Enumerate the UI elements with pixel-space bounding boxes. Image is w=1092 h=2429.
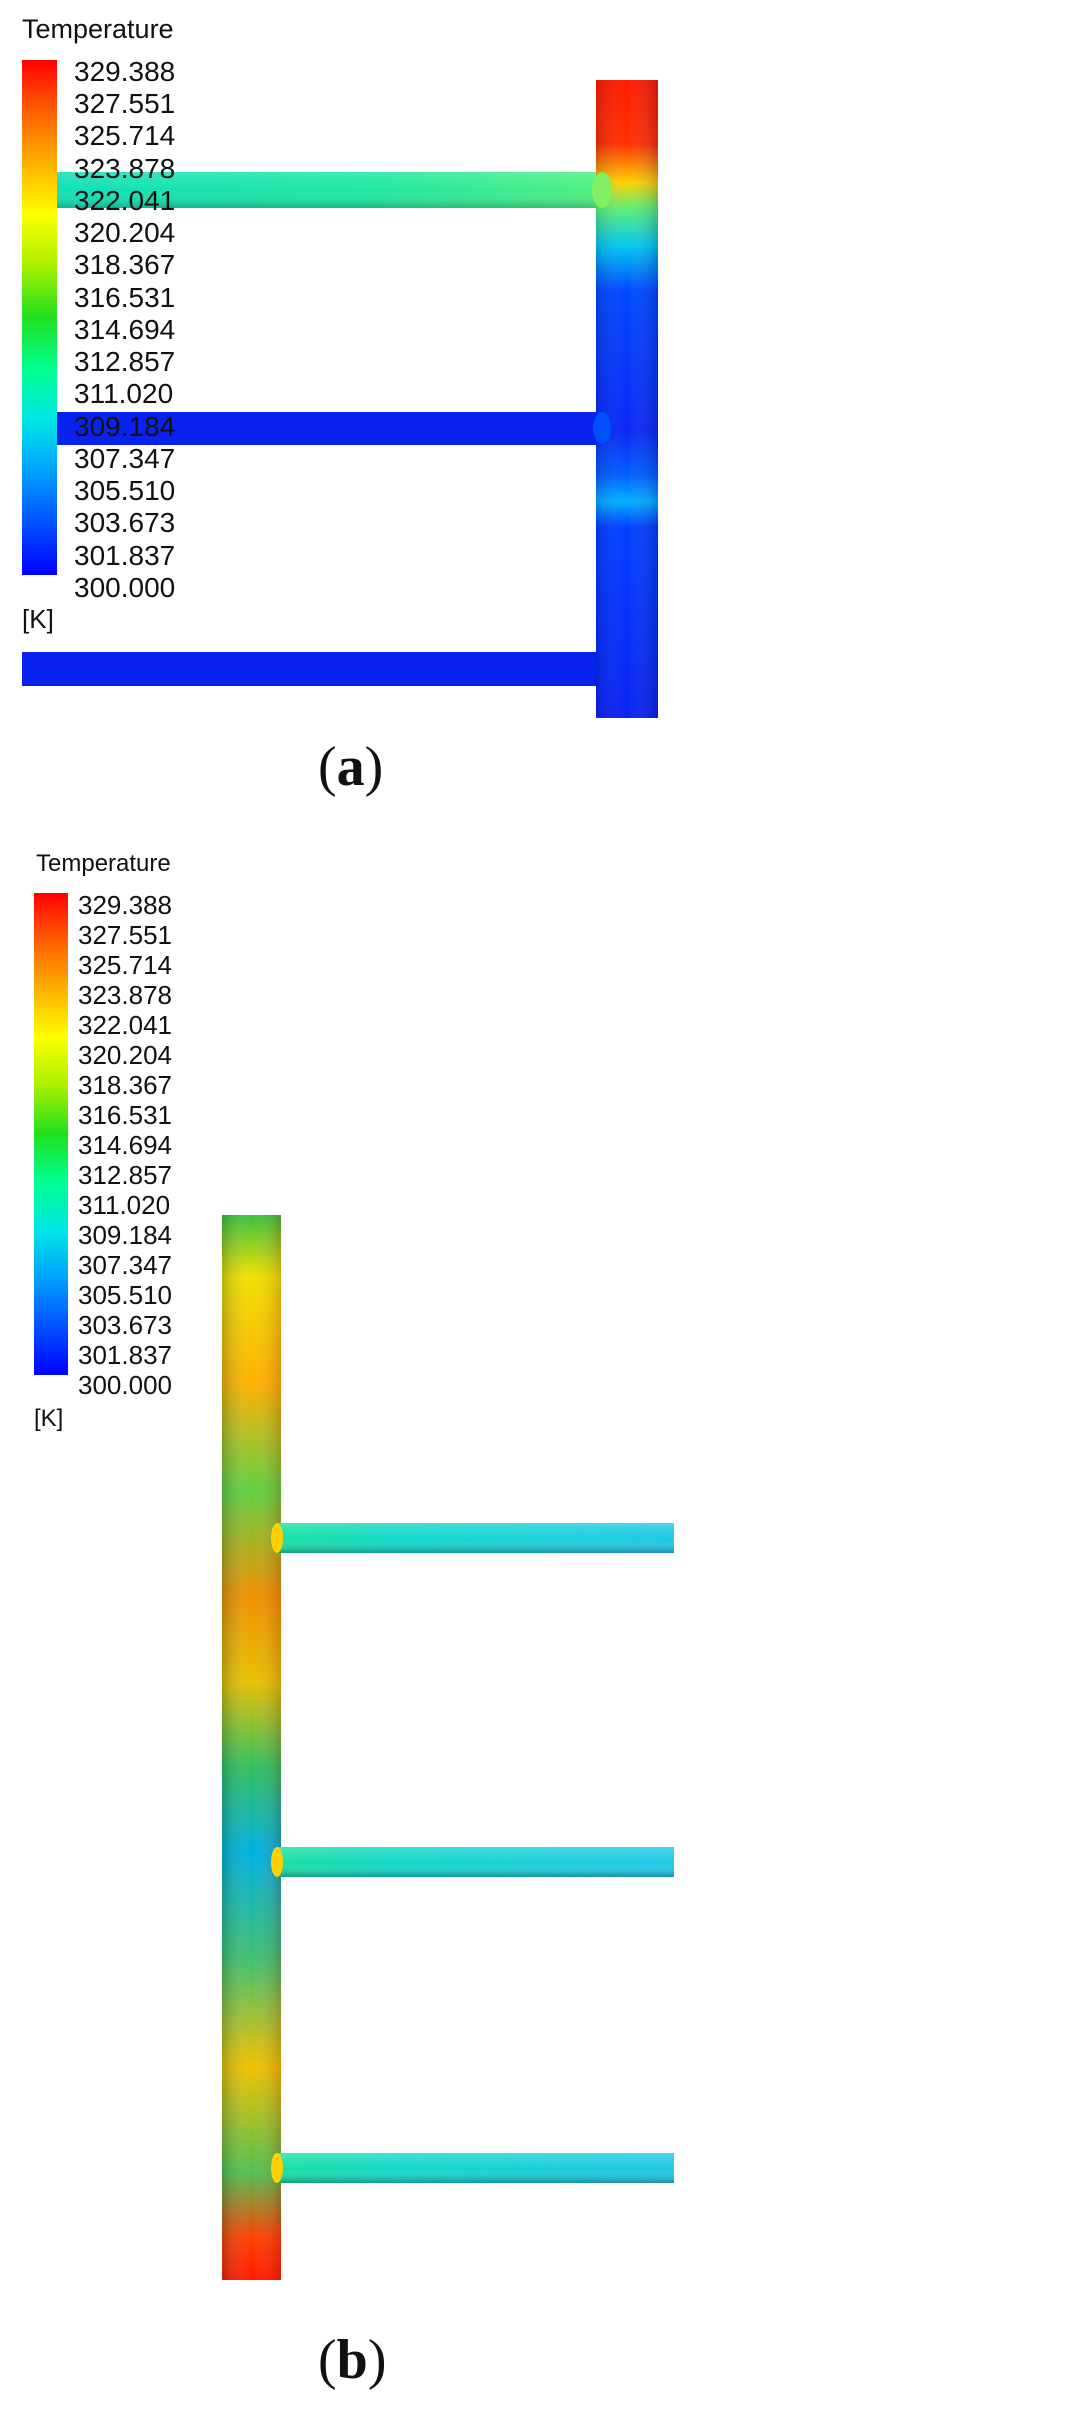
junction-top [271, 1523, 283, 1553]
junction-middle [271, 1847, 283, 1877]
branch-pipe-middle-shade [276, 1847, 674, 1877]
caption-letter: a [336, 736, 365, 798]
legend-tick-label: 314.694 [78, 1130, 172, 1160]
legend-tick-label: 301.837 [78, 1340, 172, 1370]
legend-unit: [K] [34, 1405, 64, 1432]
legend-tick-label: 300.000 [74, 572, 176, 603]
legend-tick-label: 318.367 [74, 249, 176, 280]
legend-tick-label: 316.531 [78, 1100, 172, 1130]
legend-tick-label: 311.020 [78, 1190, 171, 1220]
legend-tick-labels: 329.388 327.551 325.714 323.878 322.041 … [74, 56, 234, 602]
legend-tick-label: 323.878 [74, 153, 176, 184]
panel-a: Temperature 329.388 327.551 325.714 323.… [22, 14, 658, 799]
header-pipe-shade [222, 1215, 281, 2280]
legend-tick-label: 325.714 [74, 120, 176, 151]
legend-tick-label: 322.041 [74, 185, 176, 216]
legend-tick-label: 322.041 [78, 1010, 172, 1040]
legend-tick-label: 303.673 [74, 507, 176, 538]
panel-b-caption: (b) [318, 2328, 386, 2392]
legend-tick-label: 305.510 [78, 1280, 172, 1310]
legend-tick-label: 307.347 [78, 1250, 172, 1280]
legend-tick-label: 329.388 [74, 56, 176, 87]
caption-open-paren: ( [318, 2329, 337, 2391]
legend-tick-label: 323.878 [78, 980, 172, 1010]
legend-title: Temperature [22, 14, 174, 44]
junction-top [592, 172, 612, 208]
branch-pipe-bottom-shade [276, 2153, 674, 2183]
legend-tick-label: 311.020 [74, 378, 174, 409]
legend-tick-label: 320.204 [78, 1040, 172, 1070]
legend-tick-label: 312.857 [78, 1160, 172, 1190]
panel-b: Temperature 329.388 327.551 325.714 323.… [0, 850, 1092, 2429]
branch-pipe-top-shade [57, 172, 600, 208]
legend-tick-label: 307.347 [74, 443, 176, 474]
legend-tick-label: 318.367 [78, 1070, 172, 1100]
legend-color-bar [22, 60, 57, 575]
legend-tick-label: 300.000 [78, 1370, 172, 1400]
legend-title: Temperature [36, 850, 171, 877]
junction-bottom [271, 2153, 283, 2183]
legend-tick-label: 327.551 [74, 88, 176, 119]
caption-close-paren: ) [367, 2329, 387, 2391]
legend-tick-labels: 329.388 327.551 325.714 323.878 322.041 … [78, 890, 228, 1398]
caption-letter: b [336, 2329, 368, 2391]
legend-tick-label: 309.184 [74, 411, 176, 442]
legend-unit: [K] [22, 604, 54, 634]
legend-tick-label: 309.184 [78, 1220, 172, 1250]
legend-tick-label: 327.551 [78, 920, 172, 950]
branch-pipe-top-shade [276, 1523, 674, 1553]
legend-tick-label: 329.388 [78, 890, 172, 920]
caption-open-paren: ( [318, 736, 337, 798]
panel-a-contour-plot [22, 60, 658, 718]
branch-pipe-middle [57, 412, 600, 445]
legend-tick-label: 320.204 [74, 217, 176, 248]
panel-b-contour-plot [222, 1215, 674, 2280]
caption-close-paren: ) [364, 736, 384, 798]
branch-pipe-bottom [22, 652, 600, 686]
legend-tick-label: 301.837 [74, 540, 176, 571]
legend-tick-label: 305.510 [74, 475, 176, 506]
legend-tick-label: 312.857 [74, 346, 176, 377]
legend-tick-label: 316.531 [74, 282, 176, 313]
legend-tick-label: 314.694 [74, 314, 176, 345]
legend-tick-label: 303.673 [78, 1310, 172, 1340]
legend-tick-label: 325.714 [78, 950, 172, 980]
junction-middle [593, 412, 611, 444]
panel-a-caption: (a) [318, 735, 383, 799]
